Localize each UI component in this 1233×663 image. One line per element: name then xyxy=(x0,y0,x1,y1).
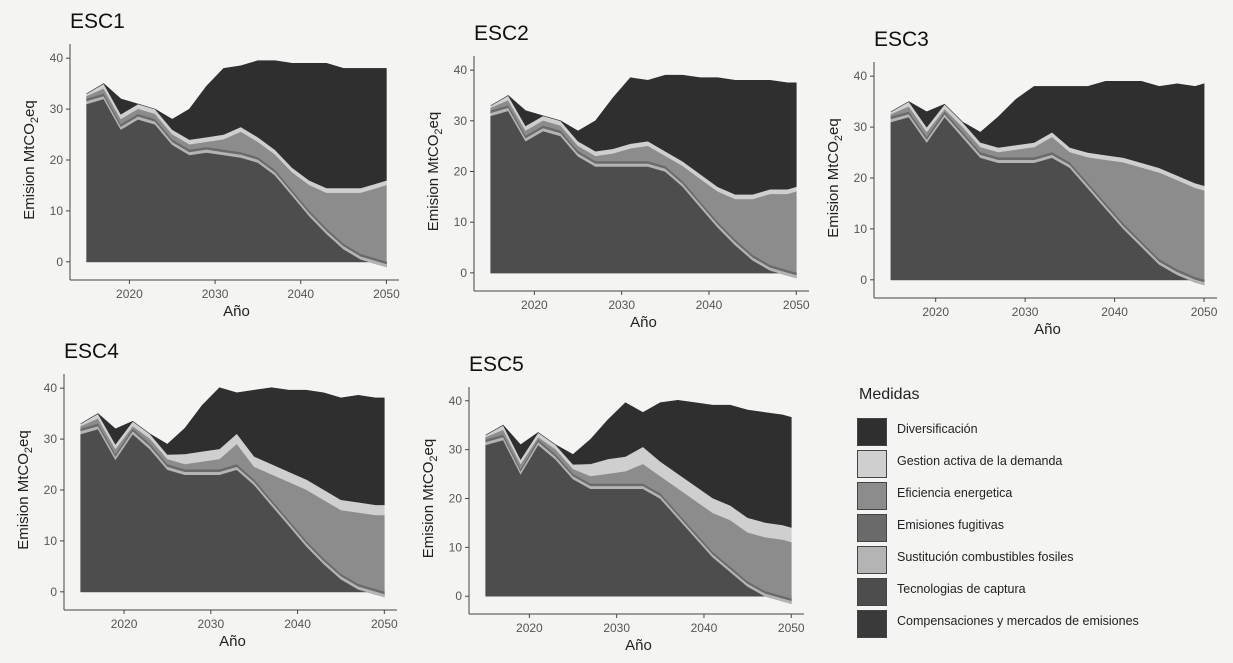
legend-item: Emisiones fugitivas xyxy=(857,512,1217,542)
y-tick-label: 0 xyxy=(56,255,63,269)
x-tick-label: 2030 xyxy=(603,621,630,635)
legend-swatch xyxy=(857,546,887,574)
x-tick-label: 2050 xyxy=(373,287,400,301)
legend-swatch xyxy=(857,418,887,446)
y-axis-label: Emision MtCO2eq xyxy=(420,439,440,559)
chart-panel-esc2: ESC2 0 10 20 30 40 2020 2030 2040 2050 Año Emision … xyxy=(410,8,830,348)
y-tick-label: 40 xyxy=(50,51,64,65)
y-tick-label: 20 xyxy=(854,171,868,185)
chart-panel-esc3: ESC3 0 10 20 30 40 2020 2030 2040 2050 Año Emision … xyxy=(818,18,1233,358)
legend-item: Sustitución combustibles fosiles xyxy=(857,544,1217,574)
y-axis-label: Emision MtCO2eq xyxy=(425,112,445,232)
y-tick-label: 30 xyxy=(454,114,468,128)
x-axis-label: Año xyxy=(219,633,246,650)
legend-label: Emisiones fugitivas xyxy=(897,518,1004,532)
x-tick-label: 2050 xyxy=(1191,305,1218,319)
y-tick-label: 10 xyxy=(454,215,468,229)
y-axis-label: Emision MtCO2eq xyxy=(825,118,845,238)
panel-title: ESC5 xyxy=(469,353,524,376)
y-tick-label: 30 xyxy=(449,443,463,457)
legend: Medidas Diversificación Gestion activa d… xyxy=(855,386,1225,656)
area-series xyxy=(890,81,1205,186)
legend-swatch xyxy=(857,578,887,606)
panel-title: ESC3 xyxy=(874,28,929,51)
y-tick-label: 10 xyxy=(50,204,64,218)
legend-item: Diversificación xyxy=(857,416,1217,446)
x-tick-label: 2040 xyxy=(691,621,718,635)
y-axis-label: Emision MtCO2eq xyxy=(21,100,41,220)
x-axis-label: Año xyxy=(1034,321,1061,338)
y-tick-label: 30 xyxy=(854,120,868,134)
legend-label: Eficiencia energetica xyxy=(897,486,1013,500)
legend-label: Sustitución combustibles fosiles xyxy=(897,550,1074,564)
x-tick-label: 2050 xyxy=(371,617,398,631)
legend-label: Tecnologias de captura xyxy=(897,582,1026,596)
legend-title: Medidas xyxy=(859,386,920,403)
x-tick-label: 2040 xyxy=(1101,305,1128,319)
x-axis-label: Año xyxy=(630,314,657,331)
y-tick-label: 10 xyxy=(44,534,58,548)
x-axis-label: Año xyxy=(223,303,250,320)
chart-panel-esc1: ESC1 0 10 20 30 40 2020 2030 2040 2050 Año Emision … xyxy=(0,0,420,340)
legend-label: Gestion activa de la demanda xyxy=(897,454,1063,468)
x-tick-label: 2030 xyxy=(1012,305,1039,319)
x-tick-label: 2030 xyxy=(608,298,635,312)
legend-item: Gestion activa de la demanda xyxy=(857,448,1217,478)
area-series xyxy=(490,74,797,195)
y-tick-label: 0 xyxy=(460,266,467,280)
y-tick-label: 20 xyxy=(449,492,463,506)
y-tick-label: 10 xyxy=(449,540,463,554)
x-tick-label: 2020 xyxy=(111,617,138,631)
x-tick-label: 2040 xyxy=(287,287,314,301)
y-tick-label: 0 xyxy=(860,273,867,287)
area-series xyxy=(86,60,387,189)
x-tick-label: 2030 xyxy=(197,617,224,631)
area-series xyxy=(485,399,792,528)
legend-item: Eficiencia energetica xyxy=(857,480,1217,510)
y-tick-label: 10 xyxy=(854,222,868,236)
x-tick-label: 2040 xyxy=(696,298,723,312)
legend-label: Compensaciones y mercados de emisiones xyxy=(897,614,1139,628)
y-tick-label: 20 xyxy=(454,165,468,179)
x-tick-label: 2040 xyxy=(284,617,311,631)
legend-swatch xyxy=(857,482,887,510)
x-tick-label: 2020 xyxy=(116,287,143,301)
y-tick-label: 20 xyxy=(50,153,64,167)
panel-title: ESC1 xyxy=(70,10,125,33)
area-series xyxy=(80,387,385,506)
x-tick-label: 2050 xyxy=(778,621,805,635)
x-tick-label: 2020 xyxy=(922,305,949,319)
y-tick-label: 40 xyxy=(449,394,463,408)
y-tick-label: 0 xyxy=(50,585,57,599)
x-tick-label: 2020 xyxy=(521,298,548,312)
x-axis-label: Año xyxy=(625,637,652,654)
y-tick-label: 0 xyxy=(455,589,462,603)
legend-item: Compensaciones y mercados de emisiones xyxy=(857,608,1217,638)
y-tick-label: 30 xyxy=(44,432,58,446)
legend-swatch xyxy=(857,610,887,638)
x-tick-label: 2030 xyxy=(202,287,229,301)
x-tick-label: 2050 xyxy=(783,298,810,312)
panel-title: ESC4 xyxy=(64,340,119,363)
chart-panel-esc5: ESC5 0 10 20 30 40 2020 2030 2040 2050 Año Emision … xyxy=(415,336,835,663)
legend-swatch xyxy=(857,450,887,478)
y-tick-label: 20 xyxy=(44,483,58,497)
y-tick-label: 40 xyxy=(44,381,58,395)
y-tick-label: 40 xyxy=(454,63,468,77)
chart-panel-esc4: ESC4 0 10 20 30 40 2020 2030 2040 2050 Año Emision … xyxy=(0,326,420,663)
y-tick-label: 30 xyxy=(50,102,64,116)
panel-title: ESC2 xyxy=(474,22,529,45)
legend-item: Tecnologias de captura xyxy=(857,576,1217,606)
legend-swatch xyxy=(857,514,887,542)
x-tick-label: 2020 xyxy=(516,621,543,635)
y-tick-label: 40 xyxy=(854,69,868,83)
y-axis-label: Emision MtCO2eq xyxy=(15,430,35,550)
legend-label: Diversificación xyxy=(897,422,978,436)
